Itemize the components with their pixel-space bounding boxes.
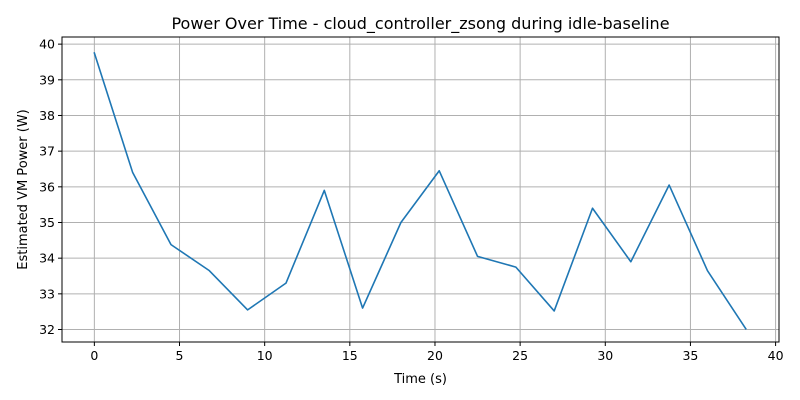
- data-point: [745, 328, 747, 330]
- x-tick-label: 20: [427, 348, 443, 363]
- data-point: [323, 190, 325, 192]
- grid: [62, 37, 779, 342]
- data-point: [630, 261, 632, 263]
- x-tick-label: 0: [90, 348, 98, 363]
- ticks: 0 5 10 15 20 25 30 35 40 32 33 34 35 36 37 38 39 40: [39, 37, 783, 363]
- data-point: [477, 256, 479, 258]
- y-tick-label: 38: [39, 108, 55, 123]
- data-point: [592, 207, 594, 209]
- series-line: [93, 52, 747, 330]
- x-tick-label: 10: [257, 348, 273, 363]
- y-tick-label: 40: [39, 37, 55, 52]
- series-layer: [93, 52, 747, 330]
- data-point: [438, 170, 440, 172]
- y-axis-label: Estimated VM Power (W): [16, 109, 31, 269]
- data-point: [94, 52, 96, 54]
- x-tick-label: 5: [176, 348, 184, 363]
- data-point: [553, 310, 555, 312]
- y-tick-label: 35: [39, 215, 55, 230]
- y-tick-label: 34: [39, 251, 55, 266]
- data-point: [707, 270, 709, 272]
- data-point: [170, 244, 172, 246]
- x-axis-label: Time (s): [393, 372, 447, 387]
- data-point: [209, 270, 211, 272]
- y-tick-label: 37: [39, 144, 55, 159]
- y-tick-label: 39: [39, 72, 55, 87]
- y-tick-label: 32: [39, 322, 55, 337]
- data-point: [247, 309, 249, 311]
- y-tick-label: 36: [39, 179, 55, 194]
- x-tick-label: 35: [682, 348, 698, 363]
- chart-title: Power Over Time - cloud_controller_zsong…: [171, 14, 669, 34]
- data-point: [132, 172, 134, 174]
- data-point: [362, 307, 364, 309]
- data-point: [515, 266, 517, 268]
- x-tick-label: 40: [768, 348, 784, 363]
- x-tick-label: 15: [342, 348, 358, 363]
- x-tick-label: 25: [512, 348, 528, 363]
- data-point: [668, 184, 670, 186]
- x-tick-label: 30: [597, 348, 613, 363]
- data-point: [400, 222, 402, 224]
- plot-frame: [61, 36, 780, 343]
- data-point: [285, 282, 287, 284]
- y-tick-label: 33: [39, 286, 55, 301]
